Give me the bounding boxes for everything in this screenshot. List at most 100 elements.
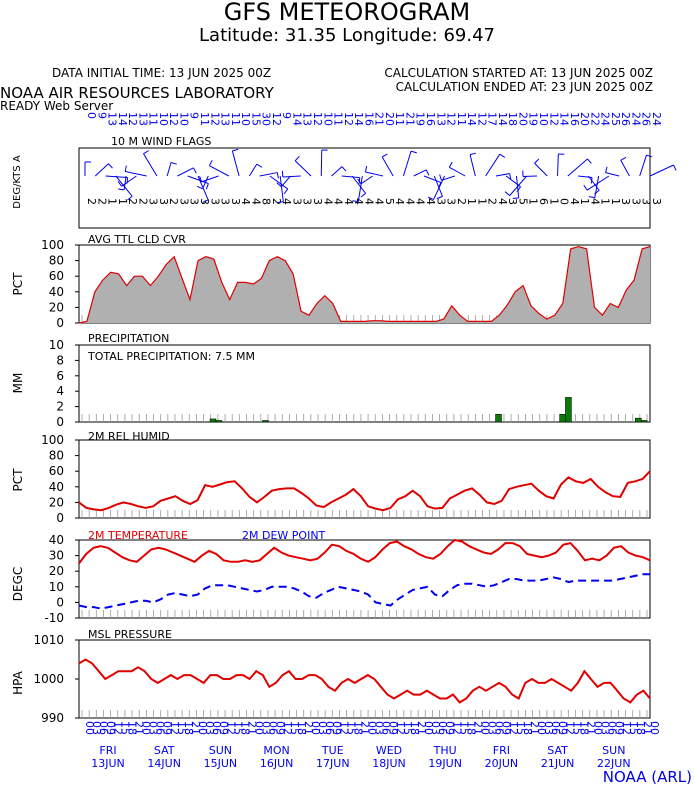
y-tick-label: 40 (49, 533, 64, 547)
hour-label: 15 (118, 721, 131, 735)
hour-label: 06 (549, 721, 562, 735)
hour-label: 12 (450, 721, 463, 735)
wind-speed-label: 11 (455, 112, 468, 126)
wind-barb (381, 156, 394, 177)
wind-dir-label: 3 (434, 198, 447, 205)
wind-barb (202, 175, 209, 189)
wind-speed-label: 14 (465, 112, 478, 126)
y-tick-label: 20 (49, 300, 64, 314)
wind-barb (294, 160, 312, 177)
wind-barb-flag (276, 172, 279, 179)
wind-barb-flag (360, 192, 366, 198)
wind-speed-label: 12 (475, 112, 488, 126)
wind-speed-label: 9 (280, 112, 293, 119)
hour-label: 12 (563, 721, 576, 735)
wind-barb-flag (352, 200, 359, 203)
wind-speed-label: 24 (650, 112, 663, 126)
wind-dir-label: 2 (167, 198, 180, 205)
wind-speed-label: 10 (537, 112, 550, 126)
title: GFS METEOROGRAM (224, 0, 470, 26)
hour-label: 21 (358, 721, 371, 735)
wind-speed-label: 12 (547, 112, 560, 126)
panel-title: AVG TTL CLD CVR (88, 233, 186, 246)
y-tick-label: 40 (49, 285, 64, 299)
wind-barb (639, 154, 648, 177)
day-of-week: TUE (321, 744, 344, 757)
wind-speed-label: 26 (640, 112, 653, 126)
wind-dir-label: 4 (393, 198, 406, 205)
wind-barb-flag (499, 153, 506, 158)
wind-dir-label: 2 (126, 198, 139, 205)
day-of-week: SUN (602, 744, 625, 757)
day-date: 21JUN (541, 757, 575, 770)
hour-label: 21 (132, 721, 145, 735)
wind-barb (534, 162, 548, 177)
wind-dir-label: 5 (516, 198, 529, 205)
wind-barb-flag (588, 196, 595, 199)
wind-barb-flag (277, 201, 284, 204)
wind-barb-flag (646, 154, 653, 158)
hour-label: 03 (599, 721, 612, 735)
wind-dir-label: 1 (599, 198, 612, 205)
wind-barb-flag (208, 160, 213, 166)
hour-label: 21 (189, 721, 202, 735)
wind-dir-label: 2 (455, 198, 468, 205)
wind-barb-flag (124, 165, 127, 172)
hour-label: 03 (542, 721, 555, 735)
wind-barb-flag (504, 191, 510, 196)
cloud-line (78, 245, 651, 324)
wind-barb (209, 165, 230, 177)
day-date: 20JUN (485, 757, 519, 770)
wind-barb (281, 175, 291, 188)
hour-label: 18 (238, 721, 251, 735)
wind-barb (259, 172, 278, 177)
y-tick-label: 1010 (33, 633, 64, 647)
wind-dir-label: 3 (629, 198, 642, 205)
wind-dir-label: 4 (414, 198, 427, 205)
day-of-week: FRI (493, 744, 510, 757)
hour-label: 15 (627, 721, 640, 735)
panel-frame (78, 344, 651, 423)
wind-barb (231, 150, 240, 177)
hour-label: 21 (471, 721, 484, 735)
y-tick-label: 100 (41, 238, 64, 252)
y-tick-label: 20 (49, 495, 64, 509)
panel-title: MSL PRESSURE (88, 628, 172, 641)
hour-label: 15 (231, 721, 244, 735)
wind-dir-label: 8 (260, 198, 273, 205)
wind-barb (495, 173, 510, 177)
wind-dir-label: 3 (619, 198, 632, 205)
hour-label: 09 (443, 721, 456, 735)
wind-barb-flag (448, 161, 453, 168)
legend-temperature: 2M TEMPERATURE (88, 529, 188, 542)
day-of-week: SUN (209, 744, 232, 757)
hour-label: 00 (196, 721, 209, 735)
wind-dir-label: 4 (342, 198, 355, 205)
wind-dir-label: 4 (321, 198, 334, 205)
wind-barb-flag (117, 181, 123, 187)
wind-barb (94, 163, 109, 177)
wind-barb-flag (534, 158, 540, 164)
wind-barb-flag (256, 163, 263, 168)
time-axis: 0003060912151821000306091215182100030609… (83, 721, 661, 770)
wind-barb-flag (357, 178, 362, 185)
hour-label: 06 (380, 721, 393, 735)
wind-barb-flag (108, 163, 113, 169)
wind-speed-label: 10 (321, 112, 334, 126)
wind-barb (123, 175, 127, 190)
y-tick-label: 40 (49, 480, 64, 494)
wind-speed-label: 21 (403, 112, 416, 126)
wind-barb-flag (205, 183, 209, 190)
y-tick-label: 10 (49, 580, 64, 594)
hour-label: 00 (309, 721, 322, 735)
wind-speed-label: 16 (362, 112, 375, 126)
y-tick-label: -10 (44, 611, 64, 625)
panel-frame (78, 439, 651, 519)
wind-speed-label: 11 (229, 112, 242, 126)
legend-dewpoint: 2M DEW POINT (242, 529, 326, 542)
wind-dir-label: 3 (640, 198, 653, 205)
hour-label: 18 (351, 721, 364, 735)
hour-label: 18 (521, 721, 534, 735)
